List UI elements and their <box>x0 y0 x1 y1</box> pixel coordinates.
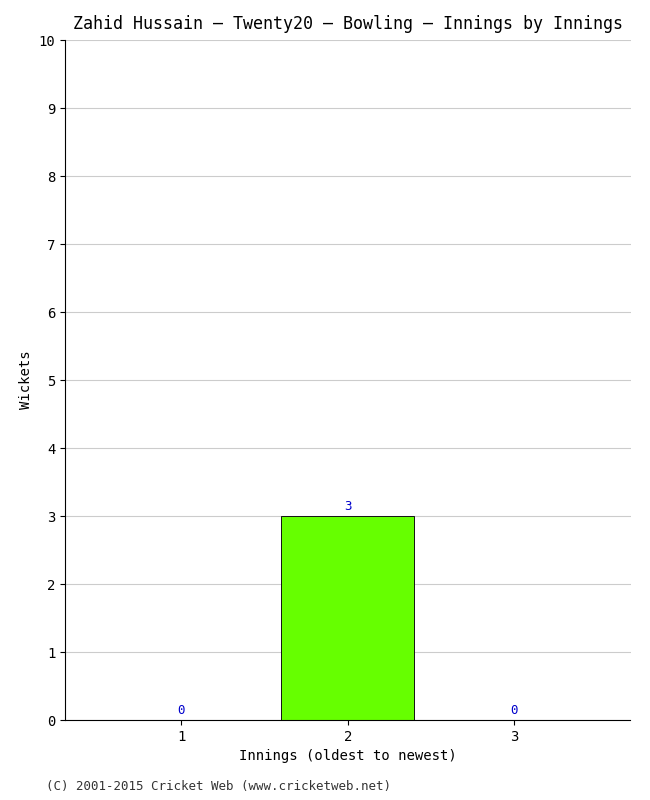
Bar <box>281 516 414 720</box>
Title: Zahid Hussain – Twenty20 – Bowling – Innings by Innings: Zahid Hussain – Twenty20 – Bowling – Inn… <box>73 15 623 33</box>
X-axis label: Innings (oldest to newest): Innings (oldest to newest) <box>239 750 456 763</box>
Text: (C) 2001-2015 Cricket Web (www.cricketweb.net): (C) 2001-2015 Cricket Web (www.cricketwe… <box>46 781 391 794</box>
Y-axis label: Wickets: Wickets <box>19 350 33 410</box>
Text: 3: 3 <box>344 499 352 513</box>
Text: 0: 0 <box>177 704 185 717</box>
Text: 0: 0 <box>510 704 518 717</box>
